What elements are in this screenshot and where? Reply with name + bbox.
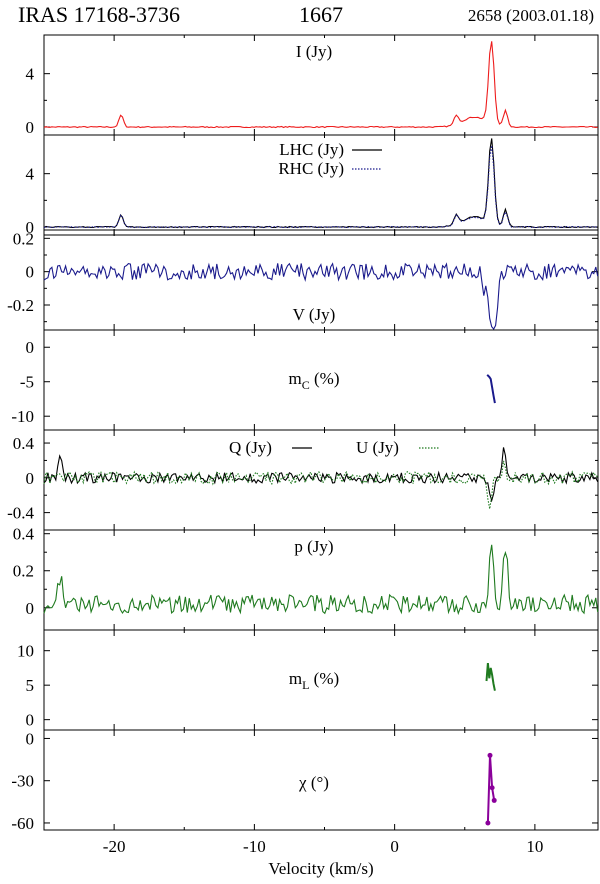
y-tick-label: 0.2 — [13, 562, 34, 581]
x-axis-label: Velocity (km/s) — [268, 859, 373, 878]
y-tick-label: 0.2 — [13, 229, 34, 248]
source-name: IRAS 17168-3736 — [18, 2, 180, 27]
y-tick-label: 4 — [26, 165, 35, 184]
x-tick-label: 10 — [526, 837, 543, 856]
data-point — [487, 752, 493, 758]
series-line-I — [43, 41, 598, 129]
series-line-p — [43, 544, 599, 616]
panel-frame-chi — [43, 729, 599, 831]
y-tick-label: 10 — [17, 642, 34, 661]
series-line-QU-0 — [43, 447, 599, 503]
y-tick-label: -30 — [11, 772, 34, 791]
y-tick-label: 0 — [26, 218, 35, 237]
frequency-label: 1667 — [299, 2, 343, 27]
data-point — [485, 820, 491, 826]
panel-label-p: p (Jy) — [294, 537, 333, 556]
y-tick-label: 0.4 — [13, 525, 35, 544]
y-tick-label: 0.4 — [13, 434, 35, 453]
x-tick-label: 0 — [390, 837, 399, 856]
y-tick-label: 0 — [26, 118, 35, 137]
y-tick-label: -0.2 — [7, 296, 34, 315]
legend-label: RHC (Jy) — [278, 159, 344, 178]
y-tick-label: 0 — [26, 729, 35, 748]
segment-line-mC — [486, 374, 496, 404]
y-tick-label: 0 — [26, 338, 35, 357]
y-tick-label: -5 — [20, 373, 34, 392]
panel-label-V: V (Jy) — [293, 305, 336, 324]
segment-line-mL — [485, 663, 496, 691]
panel-frame-LR — [43, 134, 599, 236]
series-line-V — [43, 262, 599, 330]
y-tick-label: 0 — [26, 469, 35, 488]
y-tick-label: 0 — [26, 599, 35, 618]
series-line-QU-1 — [43, 460, 598, 509]
y-tick-label: 5 — [26, 676, 35, 695]
y-tick-label: 4 — [26, 65, 35, 84]
y-tick-label: -10 — [11, 407, 34, 426]
legend-label: U (Jy) — [356, 438, 399, 457]
y-tick-label: 0 — [26, 263, 35, 282]
panel-label-chi: χ (°) — [298, 773, 329, 792]
y-tick-label: -60 — [11, 814, 34, 833]
panel-label-I: I (Jy) — [296, 42, 332, 61]
y-tick-label: 0 — [26, 711, 35, 730]
segment-line-chi — [486, 755, 496, 824]
legend-label: LHC (Jy) — [279, 140, 344, 159]
series-line-LR-1 — [43, 145, 598, 229]
x-tick-label: -10 — [243, 837, 266, 856]
legend-label: Q (Jy) — [229, 438, 272, 457]
y-tick-label: -0.4 — [7, 504, 34, 523]
epoch-label: 2658 (2003.01.18) — [467, 6, 594, 25]
panel-label-mL: mL (%) — [289, 669, 339, 692]
panel-label-mC: mC (%) — [289, 369, 340, 392]
data-point — [489, 785, 495, 791]
data-point — [491, 797, 497, 803]
x-tick-label: -20 — [103, 837, 126, 856]
